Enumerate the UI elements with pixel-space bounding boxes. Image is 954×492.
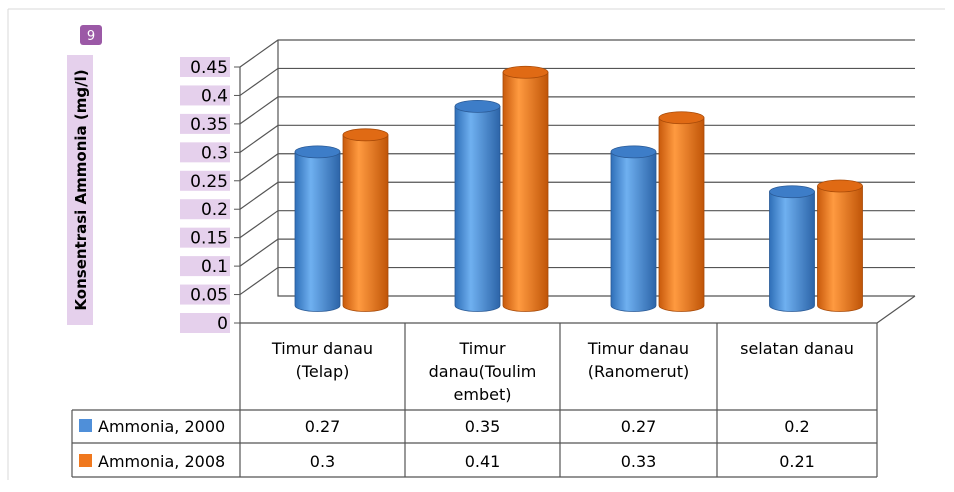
- y-tick-highlight: [180, 57, 230, 77]
- x-category-label: danau(Toulim: [429, 362, 537, 381]
- x-category-label: Timur danau: [587, 339, 689, 358]
- gridline: [239, 96, 915, 125]
- y-tick-highlight: [180, 199, 230, 220]
- y-tick-label: 0.35: [190, 115, 228, 135]
- floor-edge: [239, 67, 916, 324]
- bar-2008-top: [502, 65, 549, 79]
- y-tick-highlight: [180, 256, 230, 277]
- y-tick-label: 0: [217, 314, 228, 334]
- y-axis-label: Konsentrasi Ammonia (mg/l): [72, 69, 90, 310]
- y-tick-highlight: [180, 85, 230, 106]
- x-category-label: (Telap): [296, 362, 350, 381]
- y-tick-label: 0.15: [190, 229, 228, 249]
- y-axis-label-highlight: [67, 55, 93, 325]
- page-badge-label: 9: [87, 29, 95, 44]
- data-value-label: 0.41: [465, 452, 501, 471]
- y-tick-highlight: [180, 170, 230, 191]
- y-tick-highlight: [180, 113, 230, 134]
- legend-swatch-2008: [79, 454, 92, 467]
- y-tick-highlight: [180, 227, 230, 248]
- bar-2008-top: [817, 179, 863, 193]
- bar-2008: [342, 134, 389, 312]
- y-tick-highlight: [180, 313, 230, 333]
- gridline: [239, 153, 915, 182]
- y-tick-label: 0.05: [190, 286, 228, 306]
- x-category-label: Timur: [458, 339, 505, 358]
- legend-label: Ammonia, 2008: [98, 452, 225, 471]
- bar-2000: [769, 191, 815, 312]
- data-value-label: 0.33: [621, 452, 657, 471]
- data-value-label: 0.27: [621, 417, 657, 436]
- data-value-label: 0.35: [465, 417, 501, 436]
- bar-2008: [658, 117, 705, 312]
- bar-2000-top: [294, 145, 341, 159]
- bar-2000: [610, 151, 657, 312]
- y-tick-label: 0.25: [190, 172, 228, 192]
- y-tick-highlight: [180, 284, 230, 305]
- data-value-label: 0.21: [779, 452, 815, 471]
- data-value-label: 0.2: [784, 417, 809, 436]
- bar-2000: [294, 151, 341, 312]
- bar-2000-top: [769, 185, 815, 199]
- chart-frame: [7, 8, 945, 480]
- y-tick-highlight: [180, 142, 230, 163]
- bar-2008: [817, 185, 863, 312]
- gridline: [239, 124, 915, 153]
- x-category-label: embet): [454, 385, 512, 404]
- bar-2000-top: [610, 145, 657, 159]
- y-tick-label: 0.4: [201, 86, 228, 106]
- gridline: [239, 39, 915, 68]
- y-tick-label: 0.1: [201, 257, 228, 277]
- y-tick-label: 0.45: [190, 58, 228, 78]
- bar-2000-top: [454, 99, 501, 113]
- data-value-label: 0.27: [305, 417, 341, 436]
- page-badge: [80, 25, 102, 45]
- y-axis-label-group: Konsentrasi Ammonia (mg/l): [67, 55, 93, 325]
- data-value-label: 0.3: [310, 452, 335, 471]
- legend-label: Ammonia, 2000: [98, 417, 225, 436]
- x-category-label: (Ranomerut): [588, 362, 689, 381]
- bar-2008-top: [342, 128, 389, 142]
- bar-2000: [454, 105, 501, 312]
- bar-2008: [502, 71, 549, 312]
- data-table-grid: [71, 323, 878, 478]
- bar-2008-top: [658, 111, 705, 125]
- y-tick-label: 0.2: [201, 200, 228, 220]
- y-tick-label: 0.3: [201, 143, 228, 163]
- legend-swatch-2000: [79, 419, 92, 432]
- x-category-label: selatan danau: [740, 339, 854, 358]
- x-category-label: Timur danau: [271, 339, 373, 358]
- gridline: [239, 67, 915, 96]
